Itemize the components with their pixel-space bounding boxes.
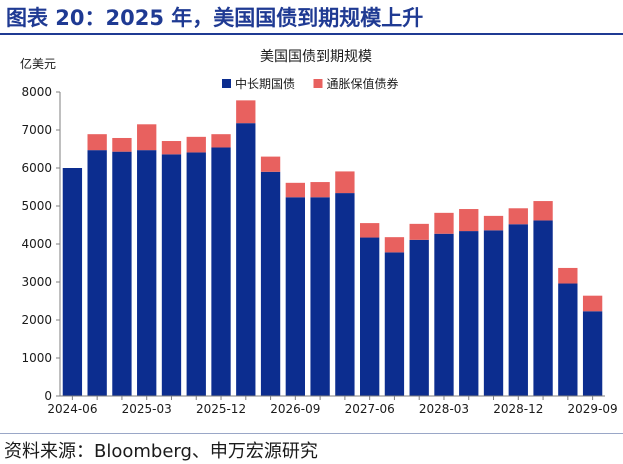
bar-tips-segment	[335, 171, 355, 194]
bar-tips-segment	[384, 237, 405, 253]
legend: 中长期国债 通胀保值债券	[222, 76, 399, 91]
bar-main-segment	[285, 197, 305, 396]
bar-main-segment	[459, 231, 479, 396]
bar-tips-segment	[112, 137, 132, 152]
bar-tips-segment	[260, 156, 281, 172]
y-tick-label: 0	[44, 389, 52, 403]
bar-tips-segment	[360, 223, 380, 238]
source-note: 资料来源：Bloomberg、申万宏源研究	[4, 441, 318, 462]
bar-tips-segment	[533, 201, 553, 221]
bar-tips-segment	[161, 141, 182, 155]
bar-main-segment	[409, 239, 429, 396]
bar-tips-segment	[186, 136, 206, 153]
bar-main-segment	[211, 147, 231, 396]
y-tick-label: 5000	[21, 199, 52, 213]
bar-tips-segment	[211, 134, 231, 148]
x-tick-label: 2024-06	[47, 402, 97, 416]
bars	[62, 100, 603, 396]
legend-label-tips: 通胀保值债券	[327, 76, 399, 91]
bar-main-segment	[62, 168, 83, 396]
y-tick-label: 1000	[21, 351, 52, 365]
bar-main-segment	[161, 154, 182, 396]
legend-label-main: 中长期国债	[235, 76, 295, 91]
x-axis: 2024-06 2025-03 2025-12 2026-09 2027-06 2028-…	[47, 395, 618, 416]
bottom-rule	[0, 433, 623, 434]
bar-chart: 美国国债到期规模 亿美元 中长期国债 通胀保值债券 0 1000 2000 3000 40…	[20, 49, 618, 416]
bar-main-segment	[508, 224, 528, 396]
bar-tips-segment	[409, 223, 429, 240]
bar-tips-segment	[285, 182, 305, 198]
bar-tips-segment	[483, 215, 504, 231]
bar-tips-segment	[558, 267, 578, 284]
bar-tips-segment	[508, 208, 528, 225]
chart-title: 美国国债到期规模	[260, 49, 372, 65]
bar-tips-segment	[87, 134, 107, 151]
bar-main-segment	[87, 150, 107, 396]
x-tick-label: 2025-03	[122, 402, 172, 416]
y-axis: 0 1000 2000 3000 4000 5000 6000 7000 8000	[21, 85, 61, 403]
legend-swatch-tips	[313, 79, 323, 88]
title-rule	[0, 33, 623, 35]
x-tick-label: 2029-09	[568, 402, 618, 416]
y-tick-label: 8000	[21, 85, 52, 99]
bar-tips-segment	[582, 295, 603, 312]
bar-main-segment	[582, 311, 603, 396]
x-tick-label: 2028-03	[419, 402, 469, 416]
y-tick-label: 6000	[21, 161, 52, 175]
y-tick-label: 4000	[21, 237, 52, 251]
figure-title: 图表 20：2025 年，美国国债到期规模上升	[6, 6, 424, 30]
bar-tips-segment	[137, 124, 157, 151]
bar-main-segment	[112, 151, 132, 396]
y-tick-label: 3000	[21, 275, 52, 289]
x-tick-label: 2027-06	[345, 402, 395, 416]
bar-main-segment	[137, 150, 157, 396]
bar-tips-segment	[310, 182, 330, 198]
x-tick-label: 2028-12	[493, 402, 543, 416]
bar-main-segment	[360, 237, 380, 396]
bar-tips-segment	[434, 212, 454, 234]
bar-tips-segment	[459, 209, 479, 232]
y-axis-label: 亿美元	[20, 56, 56, 71]
bar-main-segment	[335, 193, 355, 396]
bar-main-segment	[186, 152, 206, 396]
bar-main-segment	[310, 197, 330, 396]
legend-swatch-main	[222, 79, 231, 88]
x-tick-label: 2025-12	[196, 402, 246, 416]
bar-main-segment	[533, 220, 553, 396]
bar-main-segment	[558, 283, 578, 396]
bar-main-segment	[236, 123, 256, 396]
x-tick-label: 2026-09	[270, 402, 320, 416]
y-tick-label: 2000	[21, 313, 52, 327]
y-tick-label: 7000	[21, 123, 52, 137]
bar-main-segment	[260, 171, 281, 396]
bar-main-segment	[434, 233, 454, 396]
bar-main-segment	[483, 230, 504, 396]
bar-tips-segment	[236, 100, 256, 124]
bar-main-segment	[384, 252, 405, 396]
